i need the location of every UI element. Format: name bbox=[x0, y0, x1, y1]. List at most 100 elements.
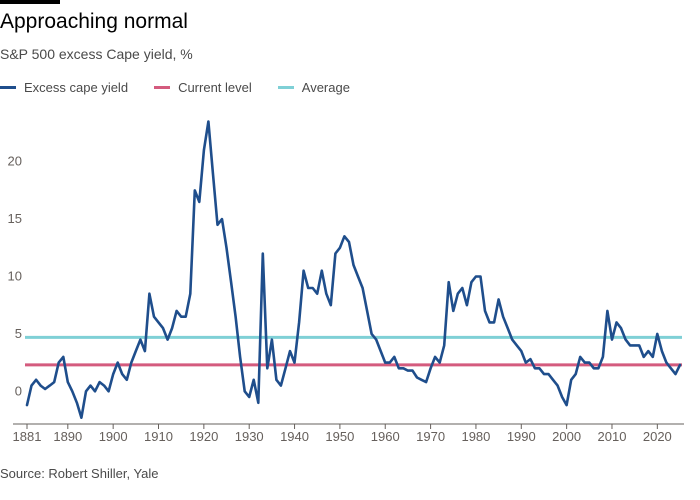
series-point bbox=[561, 396, 563, 398]
series-point bbox=[57, 361, 60, 364]
legend-label-average: Average bbox=[301, 80, 350, 95]
series-point bbox=[534, 367, 536, 370]
series-point bbox=[352, 264, 355, 266]
series-point bbox=[670, 367, 672, 370]
series-point bbox=[543, 373, 545, 375]
series-point bbox=[384, 361, 387, 364]
series-point bbox=[416, 376, 418, 379]
series-point bbox=[520, 350, 523, 352]
series-point bbox=[529, 358, 532, 360]
series-point bbox=[189, 292, 192, 295]
series-point bbox=[139, 338, 142, 341]
series-point bbox=[221, 218, 223, 220]
series-point bbox=[398, 367, 400, 370]
series-point bbox=[234, 315, 237, 318]
series-point bbox=[275, 379, 278, 381]
series-point bbox=[511, 338, 513, 341]
series-point bbox=[547, 373, 550, 375]
x-tick-label: 1930 bbox=[235, 429, 264, 444]
series-point bbox=[26, 404, 28, 406]
series-point bbox=[144, 350, 146, 352]
series-point bbox=[89, 384, 92, 387]
series-point bbox=[116, 361, 119, 364]
series-point bbox=[225, 247, 228, 249]
series-point bbox=[44, 388, 46, 390]
series-point bbox=[334, 252, 337, 255]
series-point bbox=[506, 327, 509, 329]
series-point bbox=[475, 275, 477, 278]
series-point bbox=[452, 310, 455, 312]
legend-item-average: Average bbox=[277, 80, 350, 95]
y-tick-label: 20 bbox=[8, 154, 22, 169]
series-point bbox=[94, 390, 96, 393]
series-point bbox=[611, 338, 613, 341]
series-point bbox=[570, 379, 572, 381]
series-point bbox=[357, 275, 359, 278]
series-point bbox=[76, 402, 78, 404]
series-point bbox=[457, 292, 459, 295]
series-point bbox=[402, 367, 405, 370]
series-point bbox=[411, 369, 414, 372]
x-tick-label: 2010 bbox=[598, 429, 627, 444]
series-point bbox=[339, 247, 341, 249]
series-point bbox=[53, 381, 55, 383]
series-point bbox=[98, 381, 101, 383]
legend-swatch-series bbox=[0, 86, 16, 89]
series-point bbox=[30, 384, 33, 387]
series-point bbox=[393, 356, 396, 358]
series-point bbox=[121, 373, 123, 375]
series-point bbox=[67, 381, 69, 383]
series-point bbox=[212, 172, 214, 174]
series-point bbox=[629, 344, 631, 347]
series-point bbox=[80, 416, 83, 419]
series-point bbox=[262, 252, 264, 255]
legend-swatch-average bbox=[277, 86, 294, 89]
chart-title: Approaching normal bbox=[0, 10, 188, 33]
series-point bbox=[243, 390, 246, 393]
series-point bbox=[470, 281, 473, 283]
series-point bbox=[194, 189, 196, 192]
legend-label-series: Excess cape yield bbox=[24, 80, 129, 95]
series-point bbox=[148, 292, 151, 295]
series-point bbox=[284, 367, 287, 370]
series-point bbox=[479, 275, 482, 278]
x-tick-label: 2020 bbox=[643, 429, 672, 444]
series-point bbox=[130, 361, 133, 364]
series-point bbox=[434, 356, 436, 358]
series-point bbox=[606, 310, 609, 312]
series-point bbox=[656, 333, 659, 335]
series-point bbox=[316, 292, 319, 295]
chart-subtitle: S&P 500 excess Cape yield, % bbox=[0, 46, 193, 62]
series-point bbox=[593, 367, 595, 370]
series-point bbox=[248, 396, 250, 398]
series-point bbox=[239, 356, 241, 358]
series-point bbox=[602, 356, 604, 358]
x-tick-label: 1920 bbox=[189, 429, 218, 444]
series-point bbox=[674, 373, 677, 375]
chart-legend: Excess cape yield Current level Average bbox=[0, 80, 376, 95]
series-point bbox=[633, 344, 636, 347]
series-point bbox=[461, 287, 464, 289]
series-point bbox=[85, 390, 87, 393]
series-point bbox=[216, 224, 219, 226]
series-point bbox=[62, 356, 65, 358]
series-point bbox=[502, 315, 504, 318]
series-point bbox=[642, 356, 645, 358]
x-tick-label: 1970 bbox=[416, 429, 445, 444]
series-point bbox=[497, 298, 500, 301]
series-point bbox=[321, 269, 323, 272]
series-point bbox=[493, 321, 495, 324]
series-point bbox=[157, 321, 160, 324]
series-point bbox=[584, 361, 586, 364]
series-point bbox=[266, 367, 269, 370]
series-point bbox=[280, 384, 282, 387]
series-point bbox=[484, 310, 486, 312]
series-line-excess-cape-yield bbox=[25, 120, 682, 419]
top-accent-bar bbox=[0, 0, 60, 4]
x-tick-label: 1950 bbox=[325, 429, 354, 444]
series-point bbox=[488, 321, 491, 324]
series-point bbox=[311, 287, 314, 289]
series-point bbox=[624, 338, 627, 341]
series-point bbox=[307, 287, 310, 289]
x-tick-label: 1910 bbox=[144, 429, 173, 444]
